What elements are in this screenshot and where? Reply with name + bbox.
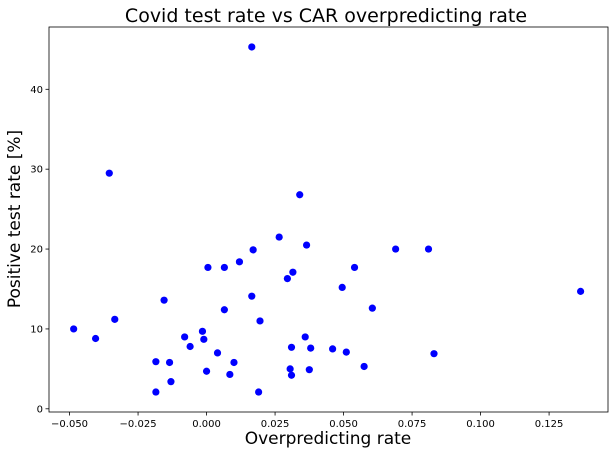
data-point [220,306,228,314]
x-tick-label: 0.050 [329,419,358,430]
data-point [342,348,350,356]
y-axis-ticks: 0 10 20 30 40 [30,85,49,415]
data-point [202,367,211,375]
data-point [287,343,296,351]
data-point [338,283,346,291]
data-point [152,358,160,366]
data-point [226,370,234,379]
data-point [302,241,311,249]
data-point [111,315,119,323]
data-point [91,334,100,343]
y-axis-label: Positive test rate [%] [5,130,25,308]
data-point [576,287,585,295]
data-point [360,362,368,371]
data-point [181,333,189,341]
data-point [305,366,313,374]
y-tick-label: 30 [30,165,43,176]
x-tick-label: 0.025 [261,419,290,430]
data-point [255,388,263,396]
data-point [198,327,207,335]
data-point [430,350,438,358]
x-tick-label: 0.000 [192,419,221,430]
data-point [296,191,304,199]
y-tick-label: 0 [37,404,43,415]
x-axis-ticks: −0.050 −0.025 0.000 0.025 0.050 0.075 0.100 0.1… [51,412,563,430]
data-point [275,233,283,241]
plot-frame [48,26,609,413]
data-points [70,43,585,396]
data-point [220,263,228,272]
data-point [160,296,168,304]
data-point [289,268,297,276]
data-point [186,342,194,351]
y-tick-label: 40 [30,85,43,96]
data-point [213,349,222,357]
data-point [256,317,264,325]
data-point [152,388,160,396]
data-point [286,365,294,373]
data-point [283,275,291,283]
data-point [230,358,238,367]
x-tick-label: −0.025 [120,419,157,430]
y-tick-label: 20 [30,245,43,256]
x-tick-label: −0.050 [51,419,88,430]
chart-title: Covid test rate vs CAR overpredicting ra… [125,5,527,27]
x-tick-label: 0.100 [466,419,495,430]
data-point [392,245,400,253]
data-point [200,335,208,343]
x-tick-label: 0.075 [398,419,427,430]
data-point [165,358,174,367]
x-tick-label: 0.125 [535,419,564,430]
data-point [350,263,359,272]
data-point [301,333,309,341]
data-point [249,246,257,254]
data-point [248,292,256,300]
data-point [424,245,433,253]
data-point [105,169,113,177]
data-point [287,371,296,379]
data-point [368,304,376,312]
data-point [167,378,175,386]
x-axis-label: Overpredicting rate [245,429,412,449]
data-point [248,43,256,51]
y-tick-label: 10 [30,324,43,335]
data-point [329,345,337,353]
data-point [70,325,78,333]
data-point [235,258,244,266]
data-point [307,344,315,352]
data-point [204,263,212,272]
